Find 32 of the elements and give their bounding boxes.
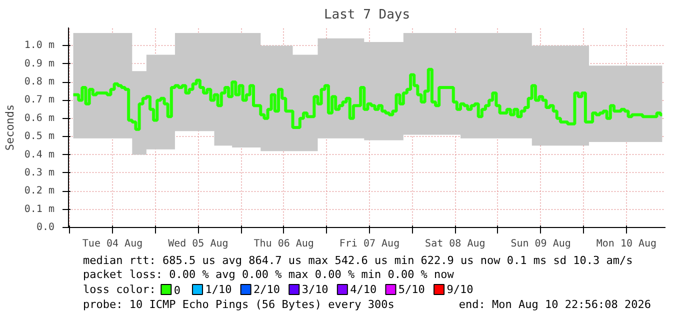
x-tick-label: Sat 08 Aug xyxy=(425,238,486,250)
y-tick-label: 0.6 m xyxy=(24,112,55,124)
y-tick-label: 1.0 m xyxy=(24,40,55,52)
y-axis-title: Seconds xyxy=(3,104,16,151)
legend-label: 0 xyxy=(174,284,180,297)
x-tick-label: Tue 04 Aug xyxy=(82,238,143,250)
text: probe: 10 ICMP Echo Pings (56 Bytes) every 300s xyxy=(83,298,394,311)
x-tick-label: Fri 07 Aug xyxy=(339,238,400,250)
x-tick-label: Mon 10 Aug xyxy=(596,238,657,250)
y-tick-label: 0.8 m xyxy=(24,76,55,88)
x-tick-label: Wed 05 Aug xyxy=(168,238,228,250)
legend-label: 9/10 xyxy=(446,283,474,296)
y-tick-label: 0.1 m xyxy=(24,204,55,215)
y-tick-label: 0.0 xyxy=(36,222,54,233)
chart-title: Last 7 Days xyxy=(324,8,410,22)
y-tick-label: 0.3 m xyxy=(24,167,55,178)
legend-label: 1/10 xyxy=(205,283,232,296)
x-tick-label: Thu 06 Aug xyxy=(254,238,314,250)
text: median rtt: 685.5 us avg 864.7 us max 542.6 us min 622.9 us now 0.1 ms sd 10.3 am/s xyxy=(83,254,633,267)
y-tick-label: 0.9 m xyxy=(24,58,55,70)
legend-label: 5/10 xyxy=(398,283,425,296)
y-tick-label: 0.5 m xyxy=(24,131,55,142)
y-tick-label: 0.7 m xyxy=(24,94,55,106)
legend-label: 2/10 xyxy=(254,283,280,296)
legend-label: 4/10 xyxy=(350,283,377,296)
y-tick-label: 0.4 m xyxy=(24,149,55,160)
text: end: Mon Aug 10 22:56:08 2026 xyxy=(458,298,651,311)
text: packet loss: 0.00 % avg 0.00 % max 0.00 % min 0.00 % now xyxy=(83,268,454,281)
legend-label: 3/10 xyxy=(302,283,328,296)
legend-title: loss color: xyxy=(83,283,156,296)
x-tick-label: Sun 09 Aug xyxy=(510,238,571,250)
y-tick-label: 0.2 m xyxy=(24,186,55,197)
